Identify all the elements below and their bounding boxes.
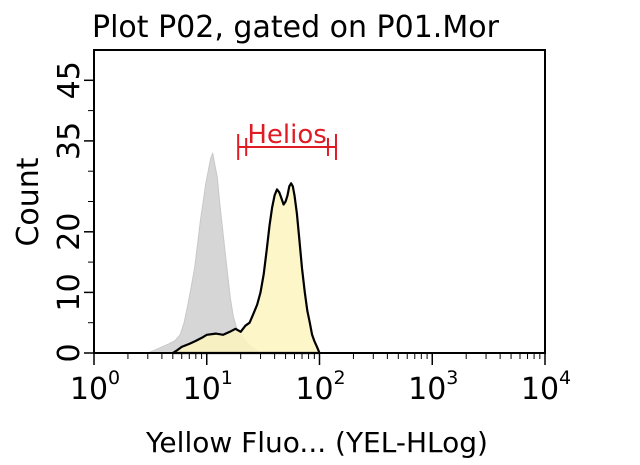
histogram-series-1 xyxy=(147,152,261,354)
x-tick-exponent: 2 xyxy=(334,367,346,389)
x-tick-exponent: 1 xyxy=(221,367,233,389)
y-tick-label: 10 xyxy=(52,273,87,311)
plot-frame xyxy=(93,49,546,354)
x-axis: 10 0 10 1 10 2 10 3 10 4 xyxy=(70,353,571,407)
x-tick-label: 10 xyxy=(295,372,333,407)
x-tick-exponent: 4 xyxy=(559,367,571,389)
histogram-fills xyxy=(147,152,321,355)
gate-helios[interactable]: Helios xyxy=(237,120,337,160)
x-tick-exponent: 0 xyxy=(108,367,120,389)
x-tick-exponent: 3 xyxy=(446,367,458,389)
gate-label: Helios xyxy=(247,120,326,150)
y-tick-label: 0 xyxy=(52,343,87,362)
y-tick-label: 45 xyxy=(52,61,87,99)
x-tick-label: 10 xyxy=(521,372,559,407)
chart-title: Plot P02, gated on P01.Mor xyxy=(92,10,499,45)
y-tick-label: 35 xyxy=(52,122,87,160)
x-axis-label: Yellow Fluo... (YEL-HLog) xyxy=(145,426,488,459)
x-tick-label: 10 xyxy=(183,372,221,407)
y-axis-label: Count xyxy=(11,157,46,246)
x-tick-label: 10 xyxy=(70,372,108,407)
x-tick-label: 10 xyxy=(408,372,446,407)
y-axis: 0 10 20 35 45 xyxy=(52,61,94,363)
y-tick-label: 20 xyxy=(52,213,87,251)
histogram-series-2 xyxy=(171,182,321,355)
